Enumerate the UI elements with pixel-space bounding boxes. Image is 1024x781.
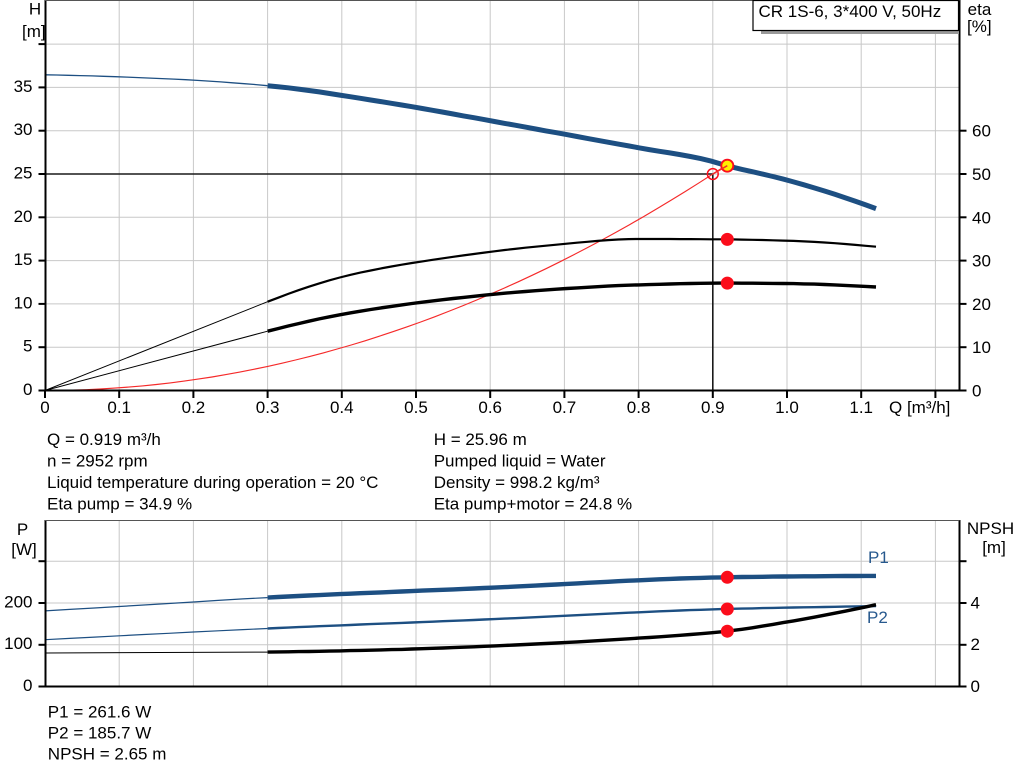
- svg-text:5: 5: [23, 337, 32, 356]
- svg-text:20: 20: [14, 207, 33, 226]
- svg-text:30: 30: [972, 252, 991, 271]
- svg-text:0.1: 0.1: [107, 398, 131, 417]
- svg-text:40: 40: [972, 208, 991, 227]
- svg-text:30: 30: [14, 120, 33, 139]
- svg-text:H = 25.96 m: H = 25.96 m: [434, 430, 527, 449]
- svg-text:20: 20: [972, 295, 991, 314]
- svg-text:Q = 0.919 m³/h: Q = 0.919 m³/h: [47, 430, 161, 449]
- svg-text:P2 = 185.7 W: P2 = 185.7 W: [48, 723, 151, 742]
- svg-text:Density = 998.2 kg/m³: Density = 998.2 kg/m³: [434, 473, 600, 492]
- svg-text:CR 1S-6, 3*400 V, 50Hz: CR 1S-6, 3*400 V, 50Hz: [759, 2, 942, 21]
- svg-text:200: 200: [4, 593, 32, 612]
- svg-text:P1 = 261.6 W: P1 = 261.6 W: [48, 702, 151, 721]
- svg-text:0: 0: [971, 677, 980, 696]
- svg-text:15: 15: [14, 250, 33, 269]
- svg-text:NPSH: NPSH: [967, 519, 1014, 538]
- svg-text:10: 10: [972, 338, 991, 357]
- svg-text:H: H: [29, 0, 41, 19]
- svg-text:Pumped liquid = Water: Pumped liquid = Water: [434, 452, 606, 471]
- svg-text:0.9: 0.9: [701, 398, 725, 417]
- svg-text:2: 2: [971, 635, 980, 654]
- svg-text:0.3: 0.3: [256, 398, 280, 417]
- svg-text:P2: P2: [867, 608, 888, 627]
- svg-text:P: P: [17, 520, 28, 539]
- svg-text:100: 100: [4, 634, 32, 653]
- svg-text:[m]: [m]: [982, 538, 1006, 557]
- svg-text:0: 0: [23, 676, 32, 695]
- svg-text:10: 10: [14, 293, 33, 312]
- svg-text:Liquid temperature during oper: Liquid temperature during operation = 20…: [47, 473, 378, 492]
- svg-text:[%]: [%]: [967, 17, 992, 36]
- svg-text:0.8: 0.8: [627, 398, 651, 417]
- svg-text:0.2: 0.2: [182, 398, 206, 417]
- svg-text:4: 4: [971, 594, 980, 613]
- svg-text:35: 35: [14, 77, 33, 96]
- svg-text:n = 2952 rpm: n = 2952 rpm: [47, 452, 148, 471]
- svg-text:Eta pump = 34.9 %: Eta pump = 34.9 %: [47, 494, 192, 513]
- svg-text:25: 25: [14, 164, 33, 183]
- svg-text:0: 0: [972, 382, 981, 401]
- svg-text:[W]: [W]: [11, 540, 37, 559]
- svg-text:Q [m³/h]: Q [m³/h]: [889, 398, 950, 417]
- svg-text:P1: P1: [868, 548, 889, 567]
- svg-text:[m]: [m]: [22, 22, 46, 41]
- svg-text:1.1: 1.1: [849, 398, 873, 417]
- svg-text:60: 60: [972, 122, 991, 141]
- svg-text:0.5: 0.5: [404, 398, 428, 417]
- svg-text:eta: eta: [968, 0, 992, 19]
- svg-text:0.4: 0.4: [330, 398, 354, 417]
- svg-text:Eta pump+motor = 24.8 %: Eta pump+motor = 24.8 %: [434, 494, 632, 513]
- svg-text:0.6: 0.6: [478, 398, 502, 417]
- svg-text:0.7: 0.7: [553, 398, 577, 417]
- svg-text:NPSH = 2.65 m: NPSH = 2.65 m: [48, 744, 167, 763]
- svg-text:1.0: 1.0: [775, 398, 799, 417]
- svg-text:50: 50: [972, 165, 991, 184]
- svg-text:0: 0: [23, 380, 32, 399]
- svg-text:0: 0: [40, 398, 49, 417]
